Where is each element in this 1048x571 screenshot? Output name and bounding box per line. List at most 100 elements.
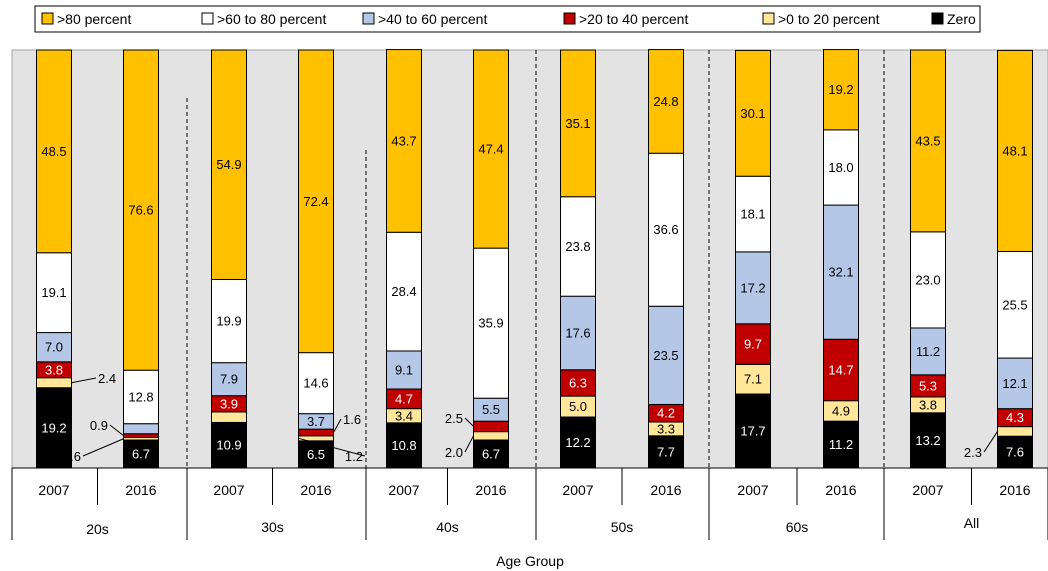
bars: 19.2 2.4 3.8 7.0 19.1 48.5 6.7 0.6 0.9 12.8 76.6 10…: [36, 49, 1033, 469]
data-label: 54.9: [216, 157, 241, 172]
legend-label: >40 to 60 percent: [378, 11, 487, 27]
leader-line: [298, 437, 366, 457]
bar-segment: [560, 196, 596, 297]
data-label: 23.5: [653, 348, 678, 363]
data-label: 3.8: [45, 362, 63, 377]
data-label: 3.3: [657, 421, 675, 436]
bar-segment: [997, 426, 1033, 437]
data-label: 12.2: [565, 435, 590, 450]
data-label: 7.0: [45, 340, 63, 355]
bar-segment: [123, 433, 159, 438]
data-label: 11.2: [916, 344, 940, 359]
plot-area: [11, 49, 1048, 469]
data-label: 19.2: [41, 420, 66, 435]
data-label: 1.2: [345, 449, 363, 464]
data-label: 17.6: [565, 325, 590, 340]
leader-line: [71, 377, 97, 384]
category-axis: 2007 2016 2007 2016 2007 2016 2007 2016 2007 2016…: [11, 467, 1048, 540]
data-label: 10.9: [216, 438, 241, 453]
data-label: 0.6: [63, 449, 81, 464]
legend-label: Zero: [947, 11, 976, 27]
data-label: 6.3: [569, 375, 587, 390]
leader-line: [983, 431, 998, 453]
legend-label: >60 to 80 percent: [217, 11, 326, 27]
bar-segment: [560, 49, 596, 198]
data-label: 4.7: [395, 391, 413, 406]
legend-swatch: [41, 12, 54, 25]
data-label: 23.8: [565, 239, 590, 254]
leader-line: [464, 417, 474, 427]
group-label: 60s: [786, 519, 809, 535]
bar-segment: [298, 352, 334, 415]
bar-segment: [735, 49, 771, 177]
leader-line: [333, 418, 342, 433]
data-label: 12.1: [1002, 376, 1027, 391]
group-separators: [186, 50, 885, 468]
bar-segment: [123, 423, 159, 435]
data-label: 2.3: [964, 445, 982, 460]
legend-label: >80 percent: [57, 11, 131, 27]
bar-segment: [36, 252, 72, 334]
tick-label: 2016: [999, 482, 1030, 498]
data-label: 6.7: [482, 446, 500, 461]
data-label: 3.7: [307, 414, 325, 429]
data-label: 0.9: [90, 418, 108, 433]
bar-segment: [473, 420, 509, 433]
bar-segment: [735, 251, 771, 325]
bar-segment: [211, 278, 247, 364]
bar: [735, 49, 771, 469]
data-label: 36.6: [653, 222, 678, 237]
group-label: All: [964, 515, 980, 531]
data-label: 11.2: [829, 437, 853, 452]
tick-label: 2007: [38, 482, 69, 498]
data-label: 19.9: [216, 314, 241, 329]
tick-label: 2007: [737, 482, 768, 498]
tick-label: 2016: [825, 482, 856, 498]
bar-segment: [386, 350, 422, 390]
tick-label: 2007: [562, 482, 593, 498]
data-label: 35.1: [565, 116, 590, 131]
data-label: 76.6: [128, 203, 153, 218]
data-label: 12.8: [128, 389, 153, 404]
bar-segment: [910, 49, 946, 233]
data-label: 9.1: [395, 362, 413, 377]
legend-label: >0 to 20 percent: [778, 11, 880, 27]
data-label: 13.2: [915, 433, 940, 448]
data-label: 43.7: [391, 133, 416, 148]
data-label: 9.7: [744, 337, 762, 352]
bar: [386, 49, 422, 469]
bar-segment: [298, 49, 334, 354]
data-label: 6.7: [132, 446, 150, 461]
bar-segment: [473, 247, 509, 399]
tick-label: 2016: [125, 482, 156, 498]
bar-segment: [123, 369, 159, 425]
bar-segment: [823, 49, 859, 131]
bar-segment: [36, 49, 72, 254]
bar-segment: [473, 431, 509, 441]
data-label: 48.5: [41, 144, 66, 159]
group-label: 30s: [261, 519, 284, 535]
leader-line: [464, 435, 474, 453]
bar-segment: [473, 49, 509, 249]
data-label: 5.3: [919, 378, 937, 393]
bar-segment: [36, 377, 72, 389]
data-label: 10.8: [391, 438, 416, 453]
legend-swatch: [201, 12, 214, 25]
data-label: 1.6: [343, 412, 361, 427]
bar-segment: [211, 421, 247, 469]
bar: [123, 49, 159, 469]
bar-segment: [123, 49, 159, 371]
data-label: 72.4: [303, 194, 328, 209]
data-label: 17.2: [740, 280, 765, 295]
data-label: 7.1: [744, 372, 762, 387]
tick-label: 2007: [912, 482, 943, 498]
bar-segment: [36, 387, 72, 469]
bar-segment: [298, 428, 334, 437]
group-label: 50s: [611, 519, 634, 535]
data-label: 3.9: [220, 396, 238, 411]
data-label: 43.5: [915, 133, 940, 148]
bar-segment: [386, 422, 422, 469]
bar: [997, 49, 1033, 469]
leader-line: [109, 424, 124, 436]
